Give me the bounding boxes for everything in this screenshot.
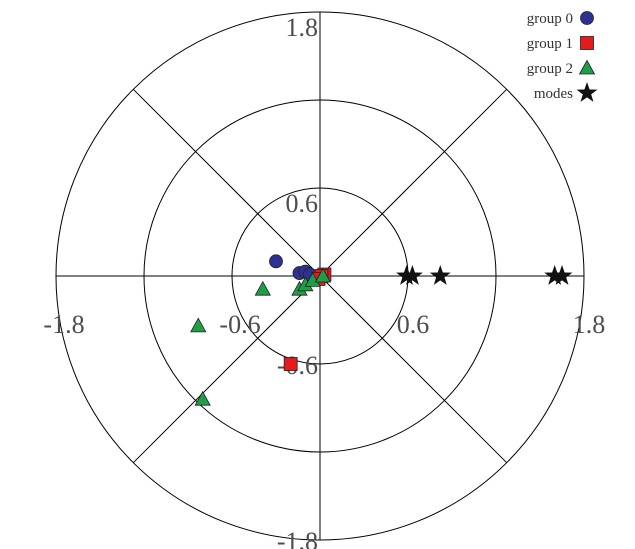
tick-label-right-inner: 0.6 xyxy=(397,310,430,339)
legend-label-group-1: group 1 xyxy=(527,36,573,52)
tick-label-bottom-outer: -1.8 xyxy=(277,527,318,549)
legend-marker-group-1 xyxy=(580,36,594,50)
group-2-point-5 xyxy=(190,317,207,333)
grid-spoke-225 xyxy=(132,275,321,464)
legend-marker-group-2 xyxy=(578,59,596,75)
data-points xyxy=(190,254,573,406)
legend-label-group-0: group 0 xyxy=(527,11,573,27)
tick-label-left-inner: -0.6 xyxy=(219,310,260,339)
grid-spoke-45 xyxy=(319,88,508,277)
tick-label-right-outer: 1.8 xyxy=(573,310,606,339)
legend-label-modes: modes xyxy=(534,86,573,102)
polar-grid xyxy=(55,11,585,541)
legend-marker-group-0 xyxy=(580,11,594,25)
modes-point-1 xyxy=(401,265,423,285)
legend-marker-modes xyxy=(576,82,598,102)
group-2-point-6 xyxy=(194,390,211,406)
grid-spoke-135 xyxy=(132,88,321,277)
tick-label-top-inner: 0.6 xyxy=(286,189,319,218)
tick-label-left-outer: -1.8 xyxy=(43,310,84,339)
group-1-point-3 xyxy=(283,357,298,371)
modes-point-2 xyxy=(429,265,451,285)
tick-labels: 1.80.6-1.8-0.60.61.8-0.6-1.8 xyxy=(43,13,605,549)
legend: group 0 group 1 group 2 modes xyxy=(527,11,598,102)
group-0-point-0 xyxy=(269,254,283,269)
modes-point-4 xyxy=(551,265,573,285)
legend-label-group-2: group 2 xyxy=(527,61,573,77)
tick-label-top-outer: 1.8 xyxy=(286,13,319,42)
grid-spoke-315 xyxy=(319,275,508,464)
group-2-point-0 xyxy=(254,280,271,296)
group-2-point-4 xyxy=(314,267,332,283)
